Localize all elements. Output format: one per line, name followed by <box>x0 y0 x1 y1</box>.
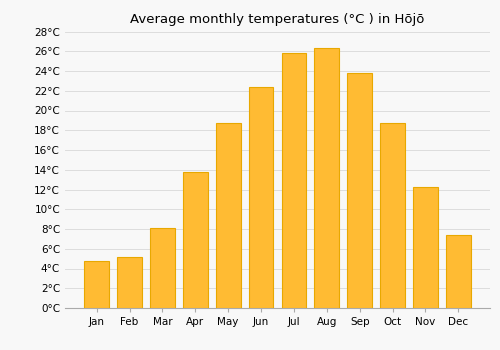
Bar <box>248 87 274 308</box>
Bar <box>84 261 109 308</box>
Bar <box>117 257 142 308</box>
Title: Average monthly temperatures (°C ) in Hōjō: Average monthly temperatures (°C ) in Hō… <box>130 13 424 26</box>
Bar <box>216 123 240 308</box>
Bar <box>282 53 306 308</box>
Bar <box>183 172 208 308</box>
Bar <box>413 187 438 308</box>
Bar <box>314 48 339 308</box>
Bar <box>150 228 174 308</box>
Bar <box>446 235 470 308</box>
Bar <box>348 73 372 308</box>
Bar <box>380 123 405 308</box>
